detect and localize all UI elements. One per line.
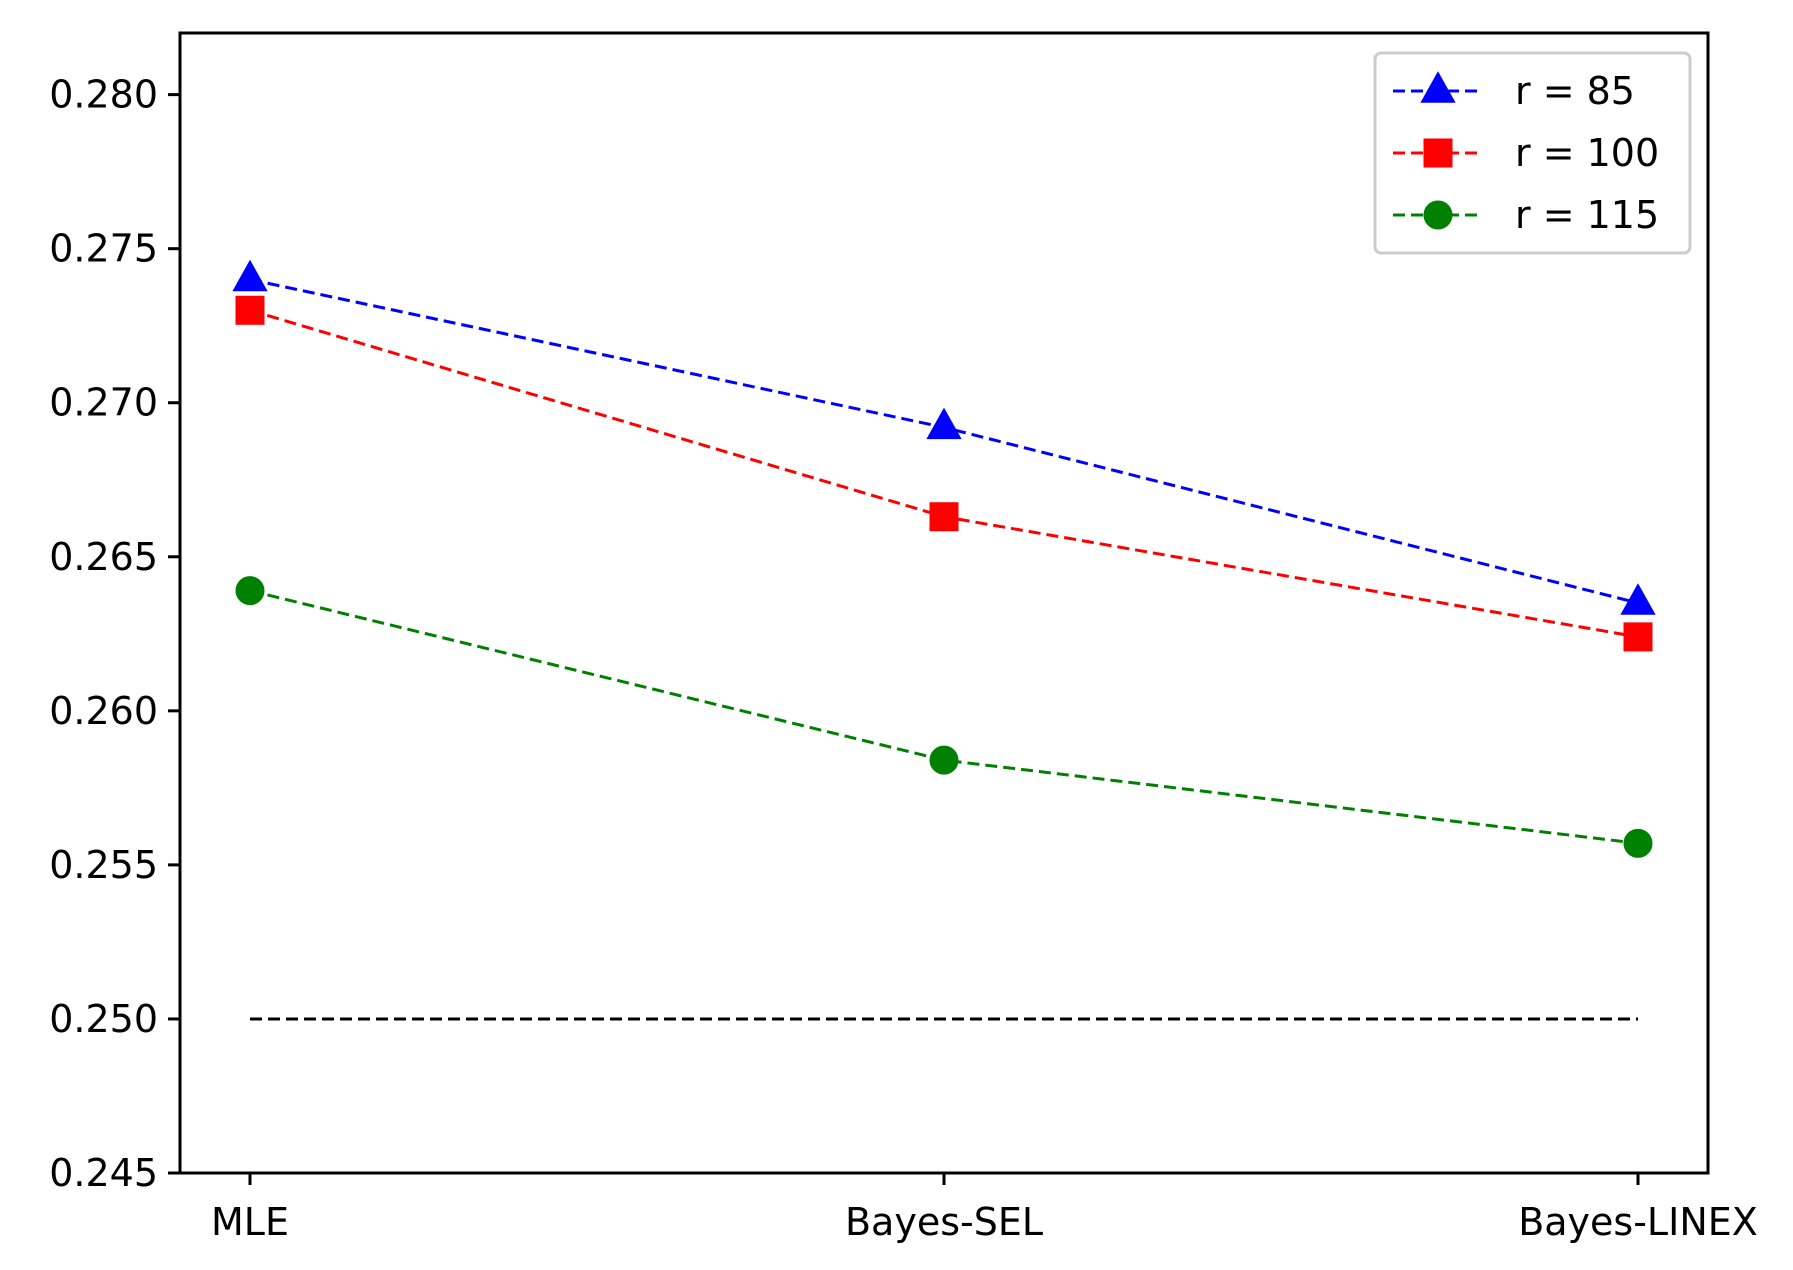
data-point [929,745,959,775]
data-point [1623,828,1653,858]
legend-marker [1423,138,1453,168]
axes: 0.245 0.250 0.255 0.260 0.265 0.270 0.275 0.280… [49,31,1758,1244]
legend: r = 85 r = 100 r = 115 [1373,51,1692,255]
data-point [1623,622,1653,652]
y-tick-label: 0.270 [49,381,158,425]
x-tick-label: Bayes-LINEX [1518,1200,1758,1244]
legend-marker [1420,71,1456,103]
legend-label: r = 100 [1515,131,1659,175]
data-point [235,576,265,606]
y-tick-label: 0.245 [49,1151,158,1195]
legend-marker [1423,200,1453,230]
plot-area [232,259,1656,1021]
series-line [249,589,1639,845]
legend-label: r = 85 [1515,69,1635,113]
data-point [235,295,265,325]
data-point [232,259,268,292]
legend-box [1373,51,1692,255]
legend-label: r = 115 [1515,193,1659,237]
data-point [929,502,959,532]
x-tick-label: Bayes-SEL [845,1200,1043,1244]
y-tick-label: 0.265 [49,535,158,579]
y-tick-label: 0.255 [49,843,158,887]
y-tick-label: 0.260 [49,689,158,733]
y-tick-label: 0.250 [49,997,158,1041]
y-tick-label: 0.275 [49,227,158,271]
data-point [1620,583,1656,615]
y-tick-label: 0.280 [49,73,158,117]
x-tick-label: MLE [211,1200,289,1244]
data-point [926,407,962,440]
